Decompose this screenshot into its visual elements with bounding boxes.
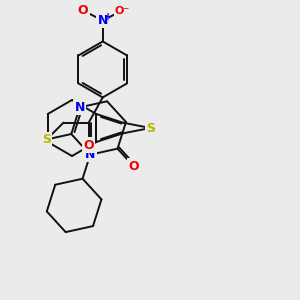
Text: S: S [146, 122, 155, 134]
Text: O: O [83, 139, 94, 152]
Text: O⁻: O⁻ [115, 6, 130, 16]
Text: +: + [103, 12, 112, 22]
Text: N: N [98, 14, 108, 27]
Text: N: N [85, 148, 95, 161]
Text: S: S [42, 133, 51, 146]
Text: O: O [78, 4, 88, 17]
Text: O: O [128, 160, 139, 173]
Text: N: N [74, 101, 85, 114]
